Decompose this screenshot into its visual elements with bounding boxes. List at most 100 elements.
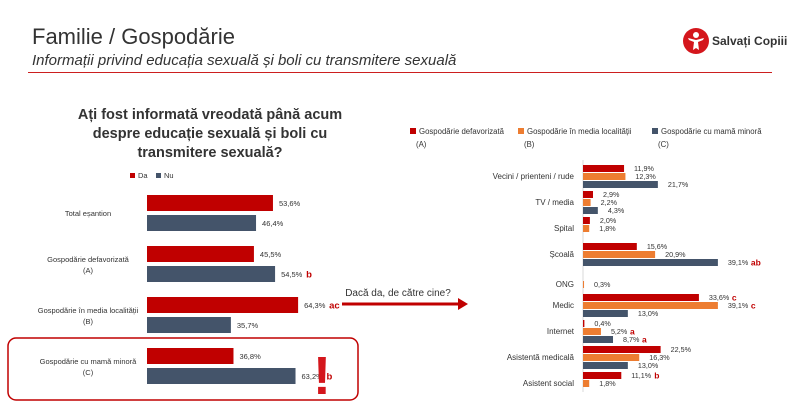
significance-mark: b	[654, 371, 659, 381]
category-label: Medic	[553, 301, 574, 310]
data-label: 45,5%	[260, 250, 282, 259]
category-label: Gospodărie cu mamă minoră	[40, 357, 138, 366]
bar	[583, 336, 614, 343]
category-label: Asistent social	[523, 379, 574, 388]
left-chart-title: Ați fost informată vreodată până acum de…	[60, 106, 360, 163]
bar	[583, 243, 637, 250]
left-chart-title-line: despre educație sexuală și boli cu	[92, 126, 328, 142]
data-label: 35,7%	[237, 321, 259, 330]
data-label: 33,6%	[709, 293, 730, 302]
category-label: Asistentă medicală	[507, 353, 575, 362]
header-divider	[28, 72, 772, 73]
data-label: 15,6%	[647, 242, 668, 251]
significance-mark: b	[306, 270, 312, 281]
category-label: Gospodărie în media localității	[38, 306, 139, 315]
data-label: 2,0%	[600, 216, 617, 225]
data-label: 0,3%	[594, 280, 611, 289]
bar	[583, 251, 656, 258]
data-label: 39,1%	[728, 301, 749, 310]
exclamation-icon: !	[313, 346, 331, 406]
category-label: Total eșantion	[65, 209, 111, 218]
category-label: Spital	[554, 224, 574, 233]
data-label: 64,3%	[304, 301, 326, 310]
data-label: 21,7%	[668, 180, 689, 189]
legend-label: Da	[138, 171, 148, 180]
legend-swatch	[410, 128, 416, 134]
data-label: 11,1%	[631, 371, 651, 380]
data-label: 13,0%	[638, 309, 659, 318]
category-label: TV / media	[535, 198, 574, 207]
data-label: 16,3%	[649, 353, 670, 362]
bar	[147, 246, 254, 262]
bar	[147, 215, 257, 231]
highlight-box	[7, 337, 359, 401]
page-title: Familie / Gospodărie	[32, 24, 235, 49]
bar	[583, 294, 699, 301]
data-label: 11,9%	[634, 164, 654, 173]
category-label: (A)	[83, 266, 94, 275]
data-label: 12,3%	[635, 172, 656, 181]
bar	[583, 354, 640, 361]
bar	[583, 165, 625, 172]
bar	[583, 310, 628, 317]
bar	[583, 173, 626, 180]
legend-swatch	[518, 128, 524, 134]
significance-mark: a	[642, 335, 647, 345]
data-label: 54,5%	[281, 270, 303, 279]
bar	[583, 225, 590, 232]
legend-label: Nu	[164, 171, 174, 180]
category-label: Vecini / prienteni / rude	[493, 172, 575, 181]
bar	[583, 191, 594, 198]
significance-mark: ab	[751, 258, 761, 268]
bar	[147, 297, 299, 313]
data-label: 13,0%	[638, 361, 659, 370]
data-label: 22,5%	[671, 345, 692, 354]
category-label: Gospodărie defavorizată	[47, 255, 130, 264]
legend-label: Gospodărie cu mamă minoră	[661, 127, 762, 136]
logo-text: Salvați Copiii	[712, 34, 788, 48]
data-label: 53,6%	[279, 199, 301, 208]
data-label: 0,4%	[594, 319, 611, 328]
bar	[583, 259, 718, 266]
bar	[147, 266, 276, 282]
bar	[583, 281, 585, 288]
legend-swatch	[652, 128, 658, 134]
data-label: 63,2%	[302, 372, 324, 381]
legend-code: (A)	[416, 140, 427, 149]
category-label: (B)	[83, 317, 94, 326]
bar	[583, 199, 591, 206]
legend-label: Gospodărie în media localității	[527, 127, 632, 136]
category-label: Școală	[550, 250, 575, 259]
bar	[147, 348, 234, 364]
bar	[583, 207, 598, 214]
bar	[583, 362, 628, 369]
logo-icon	[683, 28, 709, 54]
data-label: 1,8%	[599, 224, 616, 233]
bar	[583, 346, 661, 353]
data-label: 20,9%	[665, 250, 686, 259]
right-chart-title: Dacă da, de către cine?	[345, 288, 451, 299]
significance-mark: ac	[329, 301, 340, 312]
significance-mark: b	[327, 372, 333, 383]
category-label: Internet	[547, 327, 575, 336]
arrow-head	[458, 298, 468, 310]
legend-swatch	[156, 173, 161, 178]
data-label: 8,7%	[623, 335, 640, 344]
data-label: 5,2%	[611, 327, 628, 336]
bar	[583, 372, 622, 379]
data-label: 2,9%	[603, 190, 620, 199]
bar	[583, 328, 601, 335]
data-label: 46,4%	[262, 219, 284, 228]
bar	[147, 195, 273, 211]
data-label: 36,8%	[239, 352, 261, 361]
left-chart-title-line: Ați fost informată vreodată până acum	[77, 107, 343, 123]
bar	[583, 380, 590, 387]
data-label: 39,1%	[728, 258, 749, 267]
legend-code: (B)	[524, 140, 535, 149]
data-label: 4,3%	[608, 206, 625, 215]
bar	[147, 368, 296, 384]
legend-swatch	[130, 173, 135, 178]
